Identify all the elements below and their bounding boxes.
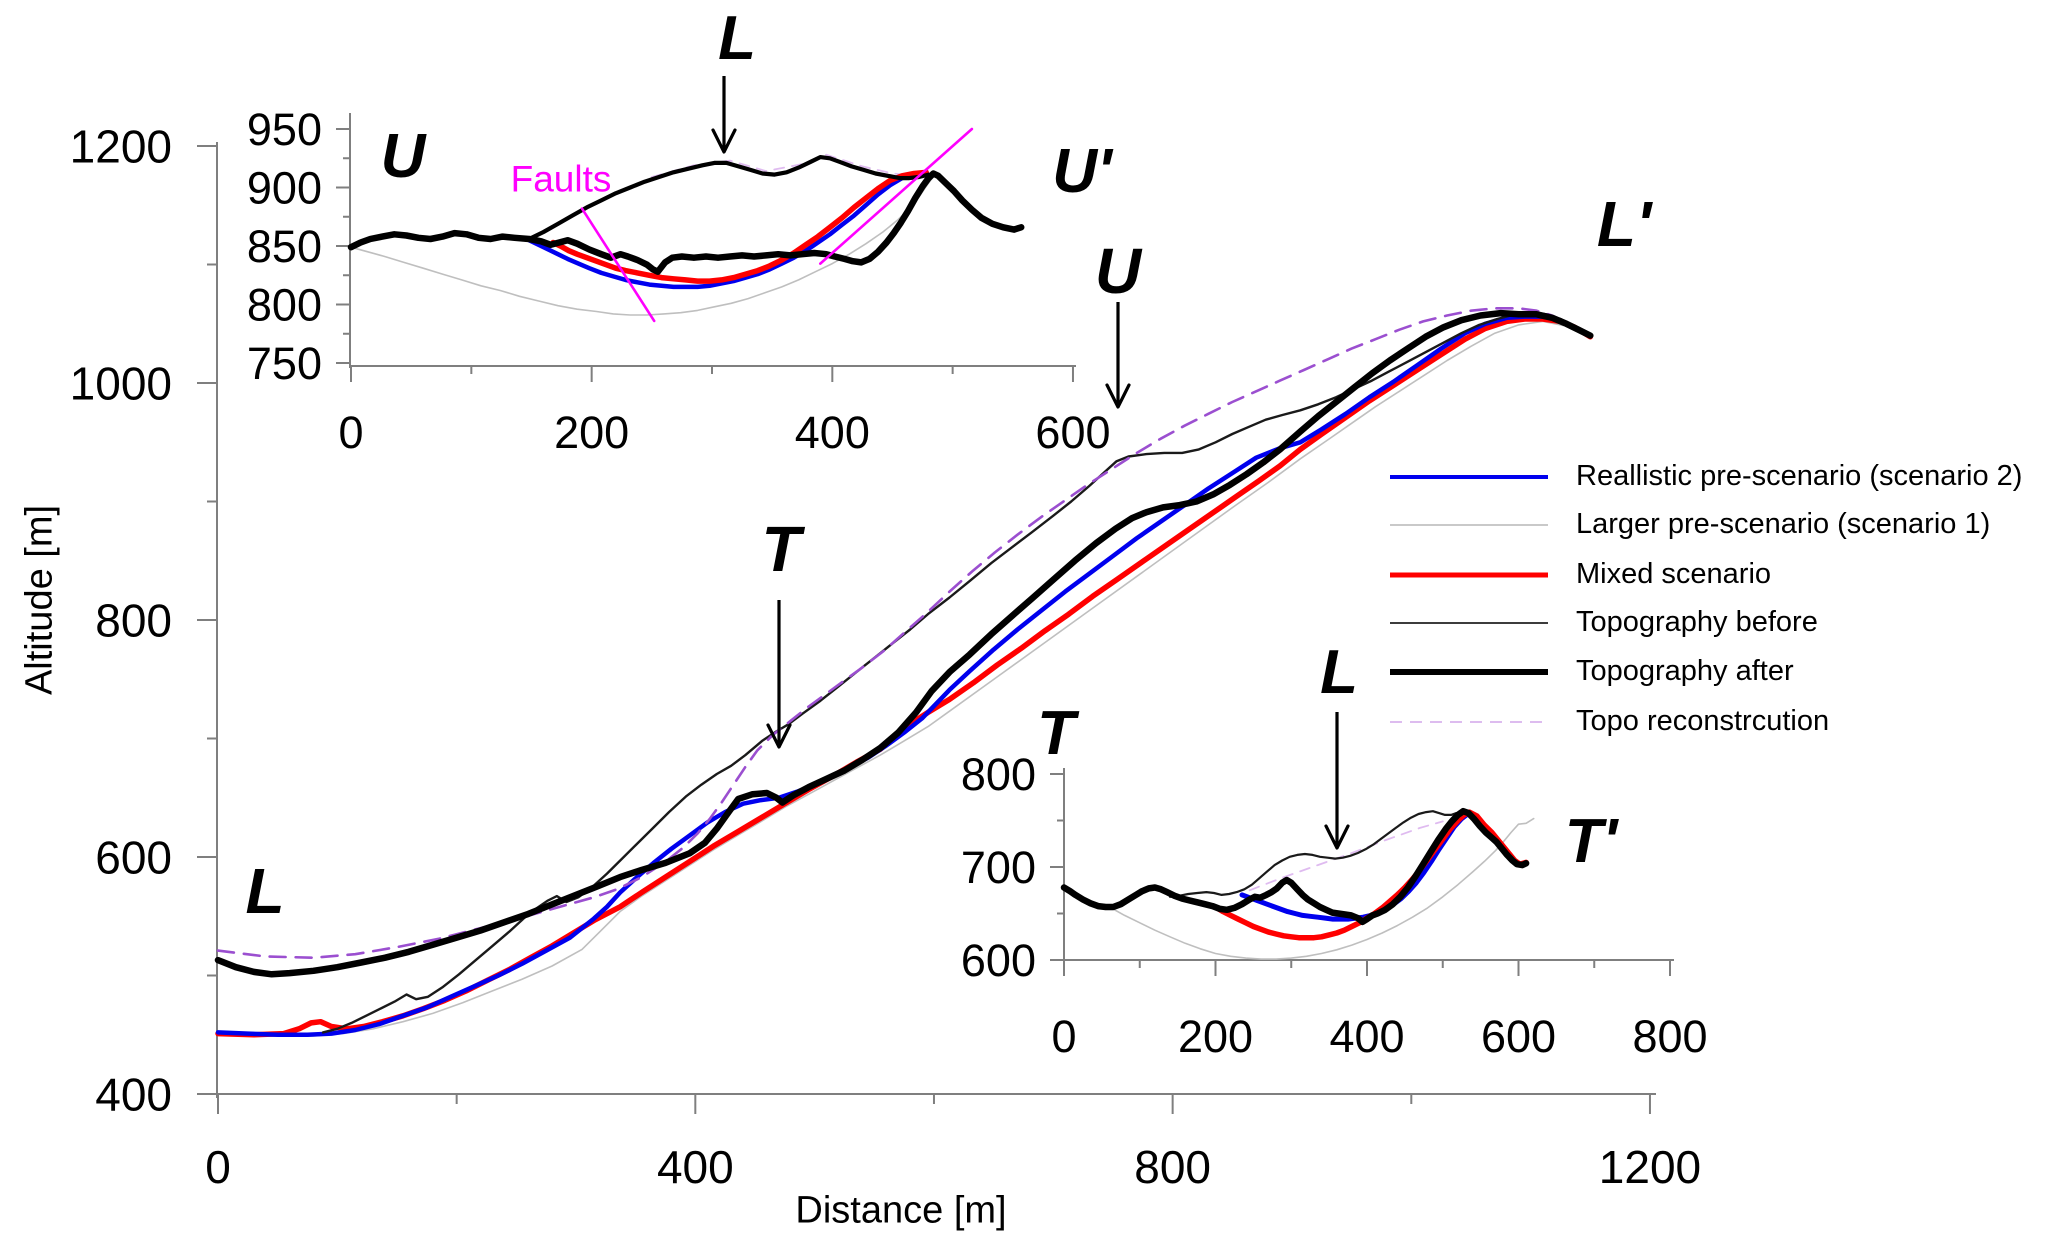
main-y-tick-label: 1000 (70, 358, 172, 410)
main-series-topo-reconstrcution (216, 306, 1592, 960)
u_inset-x-tick-label: 200 (554, 407, 629, 458)
main-y-tick-label: 1200 (70, 121, 172, 173)
u_inset-y-tick-label: 800 (247, 280, 322, 331)
legend-label-larger-pre-scenario: Larger pre-scenario (scenario 1) (1576, 508, 1991, 540)
annotation-t-L: L (1320, 638, 1358, 707)
main-x-tick-label: 800 (1134, 1141, 1211, 1193)
u_inset-series-topography-after (347, 170, 1025, 275)
t_inset-series-topography-after (1060, 807, 1530, 926)
u_inset-y-tick-label: 750 (247, 338, 322, 389)
t_inset-y-tick-label: 800 (961, 749, 1036, 800)
y-axis-title: Altitude [m] (18, 504, 61, 696)
annotation-u-faults: Faults (510, 158, 612, 200)
annotation-arrow-head-main-U (1105, 383, 1131, 409)
annotation-u-U: U (380, 122, 426, 191)
u_inset-series-topography-before (526, 155, 931, 242)
u_inset-series-larger-pre-scenario-scenario-1- (350, 177, 934, 316)
t_inset-x-tick-label: 600 (1481, 1011, 1556, 1062)
t_inset-series-topography-before (1168, 810, 1458, 898)
t_inset-x-tick-label: 0 (1051, 1011, 1076, 1062)
main-series-topography-after (214, 309, 1594, 978)
t_inset-y-tick-label: 700 (961, 842, 1036, 893)
u_inset-y-tick-label: 900 (247, 163, 322, 214)
u_inset-x-tick-label: 0 (338, 407, 363, 458)
main-series-mixed-scenario (215, 316, 1594, 1038)
annotation-main-T: T (761, 513, 801, 585)
t_inset-x-tick-label: 800 (1632, 1011, 1707, 1062)
t_inset-series-larger-pre-scenario-scenario-1- (1108, 817, 1535, 960)
main-y-tick-label: 800 (95, 595, 172, 647)
annotation-arrow-head-u-L (711, 128, 737, 154)
main-series-reallistic-pre-scenario-scenario-2- (215, 314, 1593, 1038)
main-y-tick-label: 400 (95, 1069, 172, 1121)
legend-label-topography-before: Topography before (1576, 606, 1818, 638)
legend-label-topo-reconstruction: Topo reconstrcution (1576, 705, 1830, 737)
annotation-main-L2: L' (1596, 188, 1652, 260)
annotation-t-T2: T' (1564, 807, 1618, 876)
annotation-u-U2: U' (1052, 137, 1112, 206)
annotation-main-L: L (245, 855, 285, 927)
main-x-tick-label: 400 (657, 1141, 734, 1193)
main-y-tick-label: 600 (95, 832, 172, 884)
main-x-tick-label: 0 (205, 1141, 231, 1193)
annotation-main-U: U (1094, 235, 1142, 307)
t_inset-series-topo-reconstrcution (1248, 820, 1444, 892)
u_inset-fault-line-2 (818, 127, 974, 265)
u_inset-fault-line-1 (580, 207, 656, 323)
u_inset-series-reallistic-pre-scenario-scenario-2- (526, 170, 929, 290)
annotation-arrow-head-t-L (1324, 824, 1350, 850)
u_inset-series-mixed-scenario (550, 169, 929, 284)
legend-label-mixed-scenario: Mixed scenario (1576, 558, 1772, 590)
u_inset-x-tick-label: 400 (795, 407, 870, 458)
annotation-u-L: L (718, 4, 756, 73)
u_inset-y-tick-label: 850 (247, 221, 322, 272)
annotation-t-T: T (1037, 699, 1075, 768)
t_inset-x-tick-label: 400 (1329, 1011, 1404, 1062)
main-series-larger-pre-scenario-scenario-1- (217, 320, 1592, 1037)
t_inset-y-tick-label: 600 (961, 935, 1036, 986)
legend-label-realistic-pre-scenario: Reallistic pre-scenario (scenario 2) (1576, 460, 2023, 492)
u_inset-x-tick-label: 600 (1035, 407, 1110, 458)
x-axis-title: Distance [m] (795, 1189, 1007, 1232)
legend-label-topography-after: Topography after (1576, 655, 1794, 687)
u_inset-y-tick-label: 950 (247, 104, 322, 155)
t_inset-x-tick-label: 200 (1178, 1011, 1253, 1062)
main-x-tick-label: 1200 (1599, 1141, 1701, 1193)
annotation-arrow-head-main-T (766, 723, 792, 749)
